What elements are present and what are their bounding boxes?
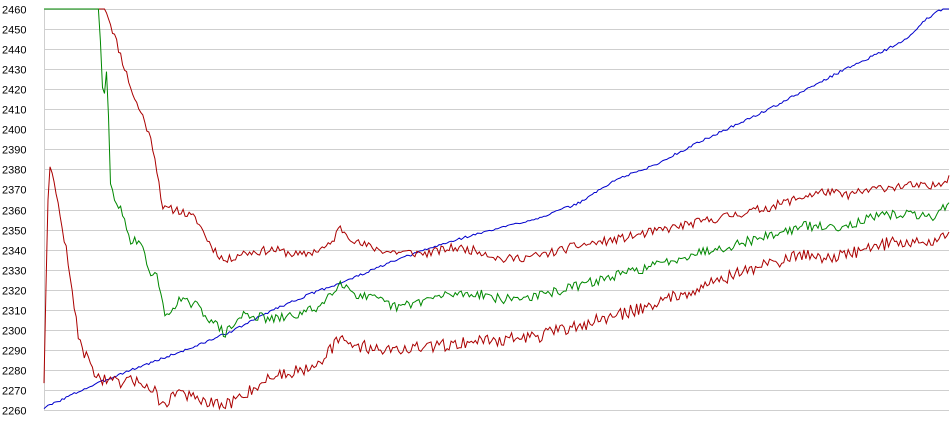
series-line-2 — [44, 8, 950, 264]
y-tick-label: 2350 — [2, 226, 26, 238]
y-tick-label: 2370 — [2, 185, 26, 197]
y-tick-label: 2430 — [2, 65, 26, 77]
y-tick-label: 2390 — [2, 145, 26, 157]
y-tick-label: 2330 — [2, 266, 26, 278]
y-tick-label: 2450 — [2, 25, 26, 37]
y-tick-label: 2440 — [2, 45, 26, 57]
y-tick-label: 2340 — [2, 246, 26, 258]
y-tick-label: 2380 — [2, 165, 26, 177]
y-tick-label: 2280 — [2, 366, 26, 378]
gridlines — [44, 9, 949, 411]
y-tick-label: 2260 — [2, 406, 26, 418]
y-tick-label: 2460 — [2, 5, 26, 17]
series-line-1 — [43, 8, 949, 409]
y-tick-label: 2270 — [2, 386, 26, 398]
y-tick-label: 2360 — [2, 206, 26, 218]
y-tick-label: 2290 — [2, 346, 26, 358]
series-lines — [43, 8, 950, 411]
y-axis-tick-labels: 2460 2450 2440 2430 2420 2410 2400 2390 2380 2370… — [2, 5, 26, 418]
y-tick-label: 2420 — [2, 85, 26, 97]
y-tick-label: 2300 — [2, 326, 26, 338]
y-tick-label: 2310 — [2, 306, 26, 318]
y-tick-label: 2320 — [2, 286, 26, 298]
y-tick-label: 2410 — [2, 105, 26, 117]
y-tick-label: 2400 — [2, 125, 26, 137]
series-line-3 — [44, 8, 950, 338]
series-line-4 — [43, 166, 950, 411]
